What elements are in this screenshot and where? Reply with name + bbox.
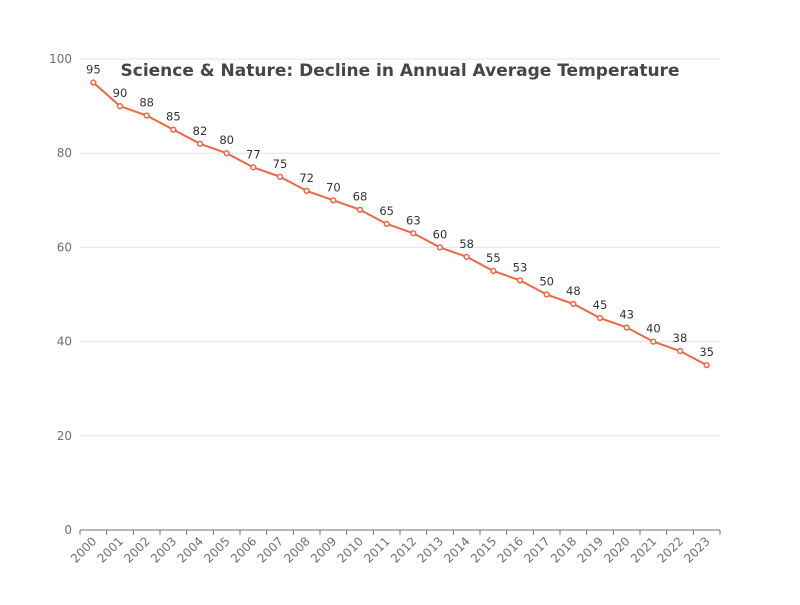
x-tick-label: 2017 xyxy=(521,534,552,565)
x-tick-label: 2002 xyxy=(121,534,152,565)
x-tick-label: 2010 xyxy=(335,534,366,565)
data-point xyxy=(330,197,337,204)
data-label: 50 xyxy=(539,275,554,289)
data-point xyxy=(303,187,310,195)
x-tick-label: 2016 xyxy=(495,534,526,565)
data-point xyxy=(463,253,470,260)
data-point xyxy=(170,126,177,133)
data-point xyxy=(116,102,124,110)
data-point xyxy=(650,338,657,345)
x-tick-label: 2006 xyxy=(228,534,259,565)
data-point xyxy=(250,164,257,171)
data-point xyxy=(623,324,630,331)
data-point xyxy=(596,314,604,322)
data-label: 70 xyxy=(326,180,341,194)
y-tick-label: 20 xyxy=(57,429,72,443)
data-label: 88 xyxy=(139,96,154,110)
y-tick-label: 60 xyxy=(57,240,72,254)
data-point xyxy=(223,150,230,157)
data-label: 55 xyxy=(486,251,501,265)
data-label: 43 xyxy=(619,307,634,321)
x-tick-label: 2003 xyxy=(148,534,179,565)
data-point xyxy=(276,173,284,180)
data-label: 48 xyxy=(566,284,581,298)
data-point xyxy=(676,347,684,355)
data-label: 75 xyxy=(273,157,288,171)
y-tick-label: 40 xyxy=(57,335,72,349)
data-label: 63 xyxy=(406,213,421,227)
data-label: 35 xyxy=(699,345,714,359)
x-tick-label: 2012 xyxy=(388,534,419,565)
x-tick-label: 2011 xyxy=(361,534,392,565)
x-tick-label: 2000 xyxy=(68,534,99,565)
data-label: 95 xyxy=(86,63,101,77)
data-label: 72 xyxy=(299,171,314,185)
data-label: 68 xyxy=(353,190,368,204)
y-tick-label: 0 xyxy=(64,523,72,537)
data-label: 77 xyxy=(246,147,261,161)
data-point xyxy=(516,277,524,284)
x-tick-label: 2023 xyxy=(681,534,712,565)
data-point xyxy=(143,112,150,119)
x-tick-label: 2022 xyxy=(655,534,686,565)
x-tick-label: 2007 xyxy=(255,534,286,565)
data-label: 53 xyxy=(513,260,528,274)
data-point xyxy=(196,140,204,147)
data-label: 38 xyxy=(673,331,688,345)
data-point xyxy=(543,291,550,298)
data-point xyxy=(703,362,710,369)
data-point xyxy=(570,300,577,308)
x-tick-label: 2009 xyxy=(308,534,339,565)
x-tick-label: 2008 xyxy=(281,534,312,565)
x-tick-label: 2005 xyxy=(201,534,232,565)
data-label: 58 xyxy=(459,237,474,251)
data-label: 45 xyxy=(593,298,608,312)
x-tick-label: 2015 xyxy=(468,534,499,565)
x-tick-label: 2020 xyxy=(601,534,632,565)
y-tick-label: 100 xyxy=(49,52,72,66)
data-label: 82 xyxy=(193,124,208,138)
grid-lines xyxy=(80,58,720,437)
data-label: 90 xyxy=(113,86,128,100)
x-tick-label: 2014 xyxy=(441,534,472,565)
data-point xyxy=(383,220,390,228)
x-tick-label: 2018 xyxy=(548,534,579,565)
data-point xyxy=(436,244,444,251)
x-tick-label: 2021 xyxy=(628,534,659,565)
data-label: 65 xyxy=(379,204,394,218)
series xyxy=(90,79,710,369)
data-point xyxy=(490,267,497,275)
x-tick-label: 2019 xyxy=(575,534,606,565)
data-label: 40 xyxy=(646,322,661,336)
y-tick-label: 80 xyxy=(57,146,72,160)
data-labels: 95 90 88 85 82 80 77 75 72 70 68 65 63 60 58 55 53 50 48 45… xyxy=(86,63,714,360)
series-line xyxy=(92,81,708,367)
x-tick-label: 2001 xyxy=(95,534,126,565)
x-tick-label: 2013 xyxy=(415,534,446,565)
data-point xyxy=(356,206,364,213)
data-label: 80 xyxy=(219,133,234,147)
x-tick-label: 2004 xyxy=(175,534,206,565)
data-label: 60 xyxy=(433,227,448,241)
data-point xyxy=(410,230,417,237)
data-label: 85 xyxy=(166,110,181,124)
data-point xyxy=(90,79,97,86)
